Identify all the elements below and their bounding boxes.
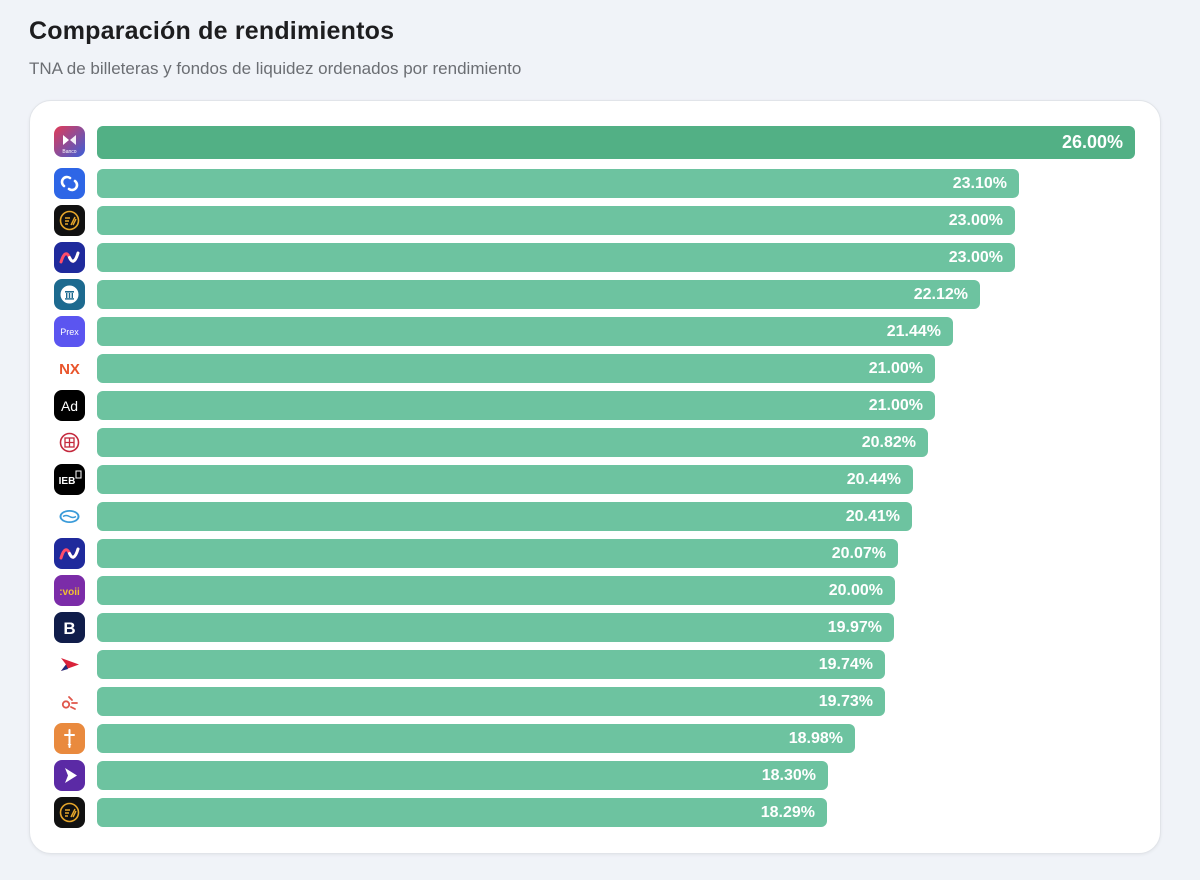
bar: 20.82% [97, 428, 928, 457]
bar-value-label: 23.00% [948, 212, 1003, 229]
bar-row: 23.10% [30, 168, 1160, 199]
bar: 23.10% [97, 169, 1019, 198]
bar-value-label: 23.10% [952, 175, 1007, 192]
bar: 20.44% [97, 465, 913, 494]
bar-row: B 19.97% [30, 612, 1160, 643]
voii-logo-icon: :voii [54, 575, 85, 606]
bar-value-label: 20.00% [828, 582, 883, 599]
mercado-pago-logo-icon [54, 501, 85, 532]
bar-value-label: 20.41% [845, 508, 900, 525]
bar-row: :voii 20.00% [30, 575, 1160, 606]
page-subtitle: TNA de billeteras y fondos de liquidez o… [29, 59, 522, 78]
naranja-x-style-1-logo-icon [54, 242, 85, 273]
fiwind-1-logo-icon [54, 205, 85, 236]
bar: 21.00% [97, 354, 935, 383]
nx-logo-icon: NX [54, 353, 85, 384]
bar: 18.30% [97, 761, 828, 790]
adcap-logo-icon: Ad [54, 390, 85, 421]
bar-row: 23.00% [30, 205, 1160, 236]
bar-row: 19.74% [30, 649, 1160, 680]
bar-row: 23.00% [30, 242, 1160, 273]
bar-value-label: 20.44% [846, 471, 901, 488]
bar: 18.98% [97, 724, 855, 753]
bar-row: 22.12% [30, 279, 1160, 310]
logo-text: :voii [59, 587, 80, 598]
bar: 20.41% [97, 502, 912, 531]
bar-value-label: 19.97% [827, 619, 882, 636]
bar-value-label: 18.98% [788, 730, 843, 747]
bar: 20.07% [97, 539, 898, 568]
logo-text: Ad [61, 398, 78, 414]
logo-text: B [63, 619, 75, 638]
prex-logo-icon: Prex [54, 316, 85, 347]
chart-card: Banco 26.00% 23.10% 23.00% 23.00% 22.12% Prex 2… [29, 100, 1161, 854]
bar: 23.00% [97, 206, 1015, 235]
bar: 19.74% [97, 650, 885, 679]
bar-row: Banco 26.00% [30, 126, 1160, 159]
bar-row: NX 21.00% [30, 353, 1160, 384]
bar-value-label: 22.12% [913, 286, 968, 303]
bar-value-label: 18.30% [761, 767, 816, 784]
banco-bna-logo-icon [54, 279, 85, 310]
rebanking-logo-icon [54, 760, 85, 791]
uala-logo-icon [54, 168, 85, 199]
bar: 21.44% [97, 317, 953, 346]
bar-row: 20.07% [30, 538, 1160, 569]
personal-pay-logo-icon [54, 723, 85, 754]
bar-row: Ad 21.00% [30, 390, 1160, 421]
bar-value-label: 18.29% [760, 804, 815, 821]
bar-row: IEB 20.44% [30, 464, 1160, 495]
bar-row: 20.41% [30, 501, 1160, 532]
logo-text: NX [59, 361, 80, 378]
bar: 23.00% [97, 243, 1015, 272]
bar-value-label: 21.00% [868, 360, 923, 377]
bar-value-label: 19.74% [818, 656, 873, 673]
bar-row: 18.29% [30, 797, 1160, 828]
bar-row: Prex 21.44% [30, 316, 1160, 347]
bar-row: 18.98% [30, 723, 1160, 754]
bar-value-label: 19.73% [818, 693, 873, 710]
bar: 26.00% [97, 126, 1135, 159]
logo-text: Prex [60, 327, 79, 337]
bar-row: 18.30% [30, 760, 1160, 791]
bar-value-label: 21.44% [886, 323, 941, 340]
bar-value-label: 20.82% [861, 434, 916, 451]
page-title: Comparación de rendimientos [29, 17, 395, 45]
bar-row: 20.82% [30, 427, 1160, 458]
bar-row: 19.73% [30, 686, 1160, 717]
bar: 20.00% [97, 576, 895, 605]
naranja-x-style-2-logo-icon [54, 538, 85, 569]
bar: 21.00% [97, 391, 935, 420]
belo-logo-icon: B [54, 612, 85, 643]
bar: 22.12% [97, 280, 980, 309]
bbva-logo-icon [54, 427, 85, 458]
logo-text: IEB [59, 476, 76, 487]
bar: 19.97% [97, 613, 894, 642]
bar-value-label: 20.07% [831, 545, 886, 562]
bar-value-label: 21.00% [868, 397, 923, 414]
lemon-logo-icon [54, 686, 85, 717]
fiwind-2-logo-icon [54, 797, 85, 828]
brubank-logo-icon [54, 649, 85, 680]
bar-value-label: 26.00% [1061, 132, 1123, 152]
logo-text: Banco [62, 149, 76, 155]
bar: 18.29% [97, 798, 827, 827]
bar: 19.73% [97, 687, 885, 716]
bar-value-label: 23.00% [948, 249, 1003, 266]
ieb-logo-icon: IEB [54, 464, 85, 495]
carrefour-banco-logo-icon: Banco [54, 126, 85, 157]
